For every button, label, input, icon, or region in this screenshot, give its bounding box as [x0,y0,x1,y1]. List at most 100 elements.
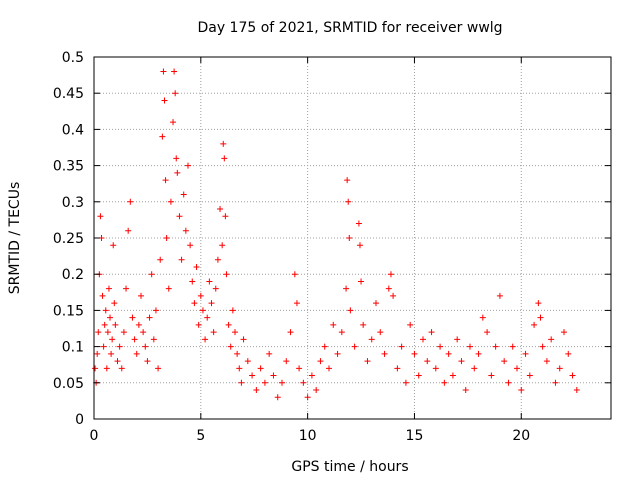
data-point [488,372,495,379]
y-tick-label: 0.05 [53,376,84,392]
data-point [112,321,119,328]
data-point [261,379,268,386]
data-point [159,133,166,140]
data-point [142,343,149,350]
data-point [148,271,155,278]
data-point [244,358,251,365]
data-point [191,300,198,307]
data-point [236,365,243,372]
data-point [539,343,546,350]
data-point [105,285,112,292]
data-point [347,307,354,314]
data-point [449,372,456,379]
data-point [535,300,542,307]
data-point [514,365,520,372]
data-point [479,314,486,321]
data-point [204,314,211,321]
data-point [110,242,117,249]
data-point [415,372,422,379]
data-point [565,350,572,357]
data-point [222,213,229,220]
data-point [173,155,180,162]
y-tick-label: 0.15 [53,303,84,319]
data-point [390,292,397,299]
data-point [114,358,121,365]
data-point [368,336,375,343]
data-point [308,372,315,379]
data-point [108,350,115,357]
data-point [189,278,196,285]
data-point [257,365,264,372]
data-point [118,365,125,372]
data-point [377,329,384,336]
data-point [240,336,247,343]
data-point [225,321,232,328]
data-point [505,379,512,386]
data-point [161,97,168,104]
data-point [208,300,215,307]
data-point [102,307,109,314]
data-point [548,336,555,343]
data-point [206,278,213,285]
y-tick-label: 0.35 [53,159,84,175]
data-point [402,379,409,386]
data-point [381,350,388,357]
data-point [398,343,405,350]
y-tick-label: 0.45 [53,86,84,102]
data-point [344,177,351,184]
data-point [171,68,178,75]
data-point [97,213,104,220]
data-point [385,285,392,292]
data-point [182,227,189,234]
data-point [123,285,130,292]
data-point [152,307,159,314]
data-point [428,329,435,336]
data-point [94,350,101,357]
x-tick-labels: 0 5 10 15 20 [90,428,531,444]
y-tick-labels: 0 0.05 0.1 0.15 0.2 0.25 0.3 0.35 0.4 0.45 0.5 [53,50,84,428]
data-point [92,365,99,372]
data-point [234,350,241,357]
data-point [210,329,217,336]
data-point [146,314,153,321]
data-point [111,300,118,307]
data-point [144,358,151,365]
data-point [543,358,550,365]
data-point [522,350,529,357]
y-tick-label: 0.3 [62,195,84,211]
data-point [330,321,337,328]
data-point [552,379,559,386]
data-point [120,329,127,336]
x-tick-label: 10 [299,428,317,444]
data-point [174,169,181,176]
y-tick-label: 0 [75,412,84,428]
data-point [293,300,300,307]
data-point [138,292,144,299]
data-point [104,329,111,336]
data-point [287,329,294,336]
data-point [270,372,277,379]
data-point [296,365,303,372]
data-point [127,198,134,205]
data-point [185,162,191,169]
data-point [334,350,341,357]
data-points [92,68,580,401]
data-point [407,321,414,328]
data-point [107,314,114,321]
data-point [150,336,157,343]
y-tick-label: 0.25 [53,231,84,247]
data-point [219,242,226,249]
data-point [458,358,465,365]
data-point [343,285,350,292]
data-point [249,372,256,379]
data-point [197,292,204,299]
data-point [355,220,362,227]
data-point [360,321,367,328]
data-point [160,68,167,75]
data-point [157,256,164,263]
data-point [202,336,209,343]
data-point [573,387,580,394]
y-tick-label: 0.1 [62,340,84,356]
